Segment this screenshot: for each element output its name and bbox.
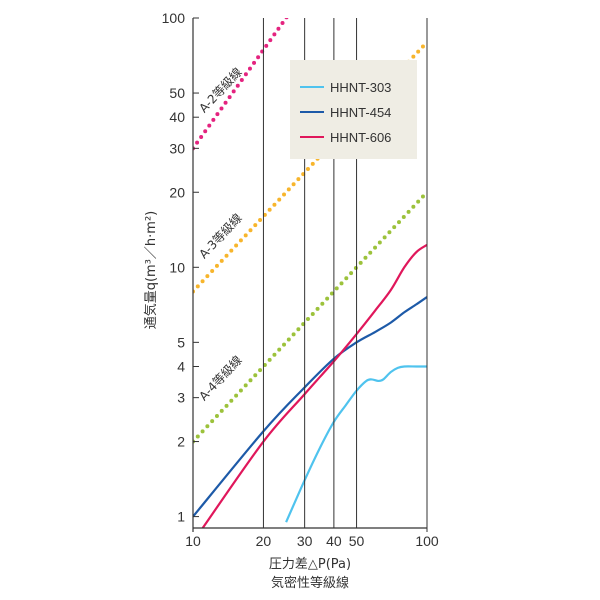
grade-line-a-3: [193, 40, 427, 294]
x-tick-label: 20: [256, 533, 272, 549]
y-tick-label: 3: [177, 390, 185, 406]
x-axis-title: 圧力差△P(Pa): [269, 557, 351, 572]
grade-line-a-4: [193, 190, 427, 444]
grade-label-a-3: A-3等級線: [196, 210, 245, 261]
y-tick-label: 5: [177, 334, 185, 350]
y-tick-label: 40: [169, 109, 185, 125]
y-tick-label: 4: [177, 359, 185, 375]
legend-box: [290, 60, 417, 159]
x-tick-label: 40: [326, 533, 342, 549]
x-tick-label: 50: [349, 533, 365, 549]
legend-label-hhnt-454: HHNT-454: [330, 105, 391, 120]
chart-caption: 気密性等級線: [271, 575, 349, 591]
grade-lines: [193, 18, 427, 444]
y-tick-label: 20: [169, 184, 185, 200]
legend-label-hhnt-606: HHNT-606: [330, 130, 391, 145]
x-tick-label: 10: [185, 533, 201, 549]
y-tick-label: 50: [169, 85, 185, 101]
y-axis-title: 通気量q(m³／h·m²): [143, 211, 159, 330]
y-tick-label: 1: [177, 509, 185, 525]
series-line-hhnt-606: [201, 243, 427, 528]
x-tick-label: 100: [415, 533, 439, 549]
series-line-hhnt-303: [285, 365, 427, 523]
axis-ticks: 1 2 3 4 5 10 20 30 40 50 100 10 20 30 40 50 100: [162, 10, 439, 549]
series-lines: [193, 243, 427, 528]
y-tick-label: 100: [162, 10, 186, 26]
legend-label-hhnt-303: HHNT-303: [330, 80, 391, 95]
y-tick-label: 10: [169, 259, 185, 275]
y-tick-label: 2: [177, 434, 185, 450]
legend: HHNT-303 HHNT-454 HHNT-606: [290, 60, 417, 159]
y-tick-label: 30: [169, 140, 185, 156]
series-line-hhnt-454: [193, 296, 427, 518]
x-tick-label: 30: [297, 533, 313, 549]
